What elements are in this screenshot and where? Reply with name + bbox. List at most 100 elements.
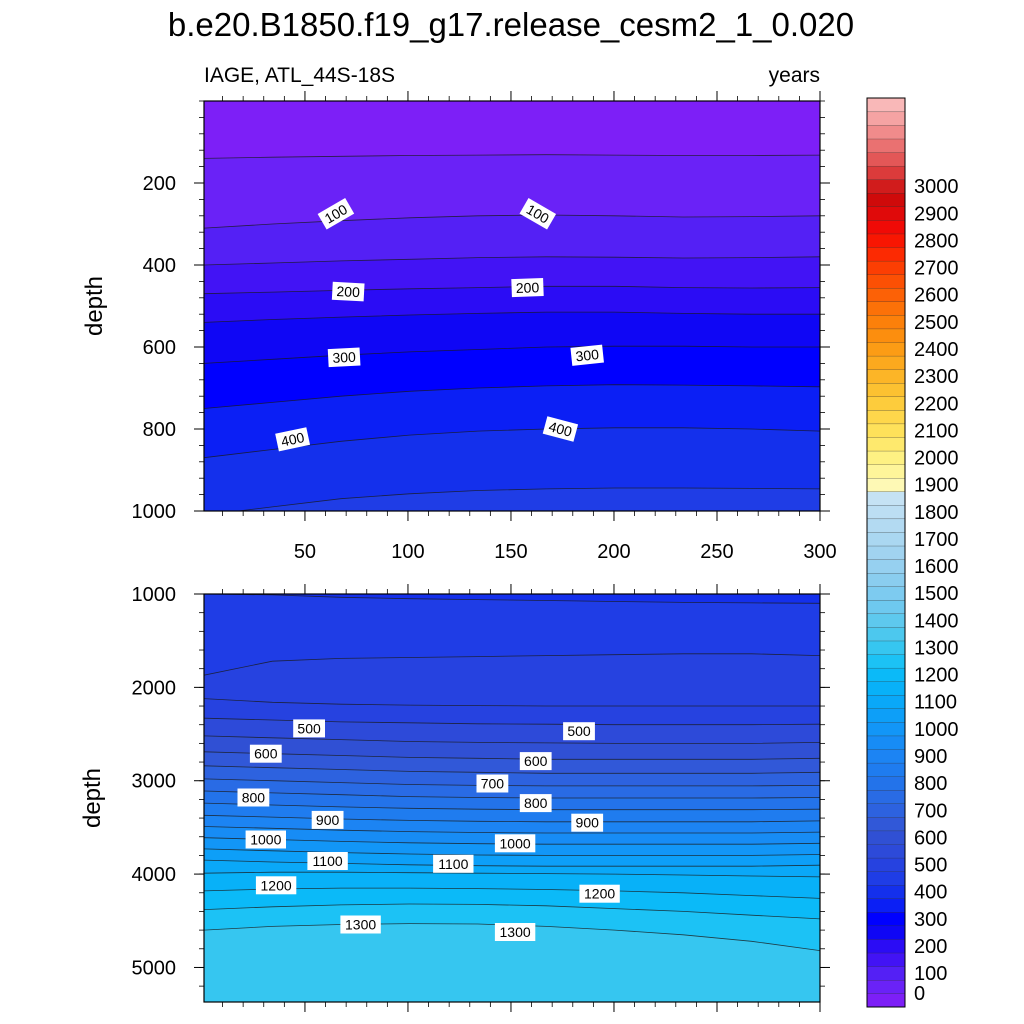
contour-label-text: 300 bbox=[575, 346, 600, 364]
contour-label: 200 bbox=[331, 281, 365, 302]
colorbar-box bbox=[866, 735, 906, 750]
contour-label: 300 bbox=[327, 347, 361, 368]
contour-label-bg bbox=[433, 854, 474, 873]
contour-label-bg bbox=[311, 810, 344, 829]
colorbar-box bbox=[866, 640, 906, 655]
colorbar-box bbox=[866, 260, 906, 275]
contour-label: 900 bbox=[311, 810, 344, 829]
contour-label: 500 bbox=[293, 719, 325, 738]
contour-label-text: 300 bbox=[332, 349, 356, 366]
contour-line-250 bbox=[204, 311, 820, 323]
contour-line-100 bbox=[204, 214, 820, 229]
colorbar-box bbox=[866, 952, 906, 967]
contour-label-bg bbox=[317, 198, 355, 230]
contour-label: 1200 bbox=[579, 884, 620, 903]
contour-label: 400 bbox=[542, 416, 579, 442]
contour-label: 500 bbox=[563, 722, 595, 741]
contour-label-bg bbox=[307, 852, 348, 870]
colorbar-box bbox=[866, 925, 906, 940]
y-tick-label: 200 bbox=[143, 173, 176, 195]
colorbar-box bbox=[866, 152, 906, 167]
contour-line-950 bbox=[204, 826, 820, 834]
contour-label-bg bbox=[579, 884, 620, 903]
contour-label: 700 bbox=[476, 774, 509, 793]
colorbar-label: 1300 bbox=[914, 638, 959, 660]
colorbar-label: 2400 bbox=[914, 339, 959, 361]
colorbar-label: 300 bbox=[914, 909, 947, 931]
contour-line-600 bbox=[204, 735, 820, 744]
contour-label: 1100 bbox=[433, 854, 474, 873]
colorbar-box bbox=[866, 857, 906, 872]
contour-label-text: 400 bbox=[280, 429, 306, 450]
plot-frame bbox=[203, 593, 821, 1003]
colorbar-box bbox=[866, 681, 906, 696]
y-tick-label: 5000 bbox=[132, 957, 177, 979]
colorbar-box bbox=[866, 328, 906, 343]
colorbar-box bbox=[866, 830, 906, 845]
colorbar-box bbox=[866, 532, 906, 547]
x-tick-label: 250 bbox=[700, 541, 733, 563]
contour-label-text: 600 bbox=[524, 753, 548, 769]
colorbar-box bbox=[866, 993, 906, 1008]
contour-label: 600 bbox=[249, 744, 282, 763]
contour-label: 800 bbox=[237, 788, 270, 807]
colorbar-box bbox=[866, 518, 906, 533]
colorbar-box bbox=[866, 613, 906, 628]
colorbar-label: 1900 bbox=[914, 475, 959, 497]
colorbar-box bbox=[866, 898, 906, 913]
contour-label-bg bbox=[570, 344, 604, 366]
contour-line-1100 bbox=[204, 859, 820, 867]
x-tick-label: 300 bbox=[803, 541, 836, 563]
colorbar-box bbox=[866, 301, 906, 316]
contour-label-bg bbox=[275, 427, 311, 452]
contour-line-800 bbox=[204, 790, 820, 799]
contour-label: 400 bbox=[275, 427, 311, 452]
contour-line-500 bbox=[204, 653, 820, 676]
colorbar-box bbox=[866, 396, 906, 411]
contour-label-text: 800 bbox=[524, 795, 548, 811]
colorbar-box bbox=[866, 219, 906, 235]
contour-label: 1300 bbox=[494, 923, 536, 941]
colorbar-label: 2200 bbox=[914, 393, 959, 415]
contour-label-bg bbox=[245, 830, 286, 849]
colorbar-box bbox=[866, 572, 906, 587]
contour-line-900 bbox=[204, 814, 820, 823]
colorbar-box bbox=[866, 179, 906, 194]
colorbar-box bbox=[866, 654, 906, 669]
colorbar-box bbox=[866, 884, 906, 899]
contour-label-text: 500 bbox=[297, 720, 321, 736]
contour-label-text: 500 bbox=[567, 723, 591, 739]
colorbar-label: 200 bbox=[914, 936, 947, 958]
right-string: years bbox=[769, 64, 820, 87]
contour-line-750 bbox=[204, 778, 820, 787]
contour-label-bg bbox=[571, 813, 604, 832]
colorbar-label: 500 bbox=[914, 855, 947, 877]
panel-lower: 500 500 600 600 700 800 800 900 900 1000 1000 1100 1… bbox=[132, 584, 830, 1012]
contour-label-bg bbox=[255, 876, 297, 895]
chart-title: b.e20.B1850.f19_g17.release_cesm2_1_0.02… bbox=[168, 6, 854, 43]
contour-line-650 bbox=[204, 751, 820, 760]
contour-label: 200 bbox=[511, 278, 544, 298]
colorbar-box bbox=[866, 450, 906, 465]
colorbar-box bbox=[866, 844, 906, 859]
colorbar-label: 1200 bbox=[914, 665, 959, 687]
colorbar-label: 2700 bbox=[914, 258, 959, 280]
colorbar-label: 2500 bbox=[914, 312, 959, 334]
contour-label-text: 900 bbox=[316, 812, 340, 828]
contour-label-text: 1200 bbox=[261, 877, 292, 893]
contour-line-50 bbox=[204, 154, 820, 159]
colorbar-box bbox=[866, 667, 906, 682]
contour-label: 1000 bbox=[494, 834, 536, 853]
x-tick-label: 50 bbox=[294, 541, 316, 563]
contour-label-bg bbox=[563, 722, 595, 741]
colorbar-box bbox=[866, 911, 906, 927]
contour-label: 800 bbox=[519, 794, 552, 813]
contour-line-500 bbox=[204, 698, 820, 707]
contour-label-bg bbox=[511, 278, 544, 298]
colorbar-frame bbox=[866, 97, 906, 1008]
contour-label-bg bbox=[327, 347, 361, 368]
contour-label-bg bbox=[519, 794, 552, 813]
